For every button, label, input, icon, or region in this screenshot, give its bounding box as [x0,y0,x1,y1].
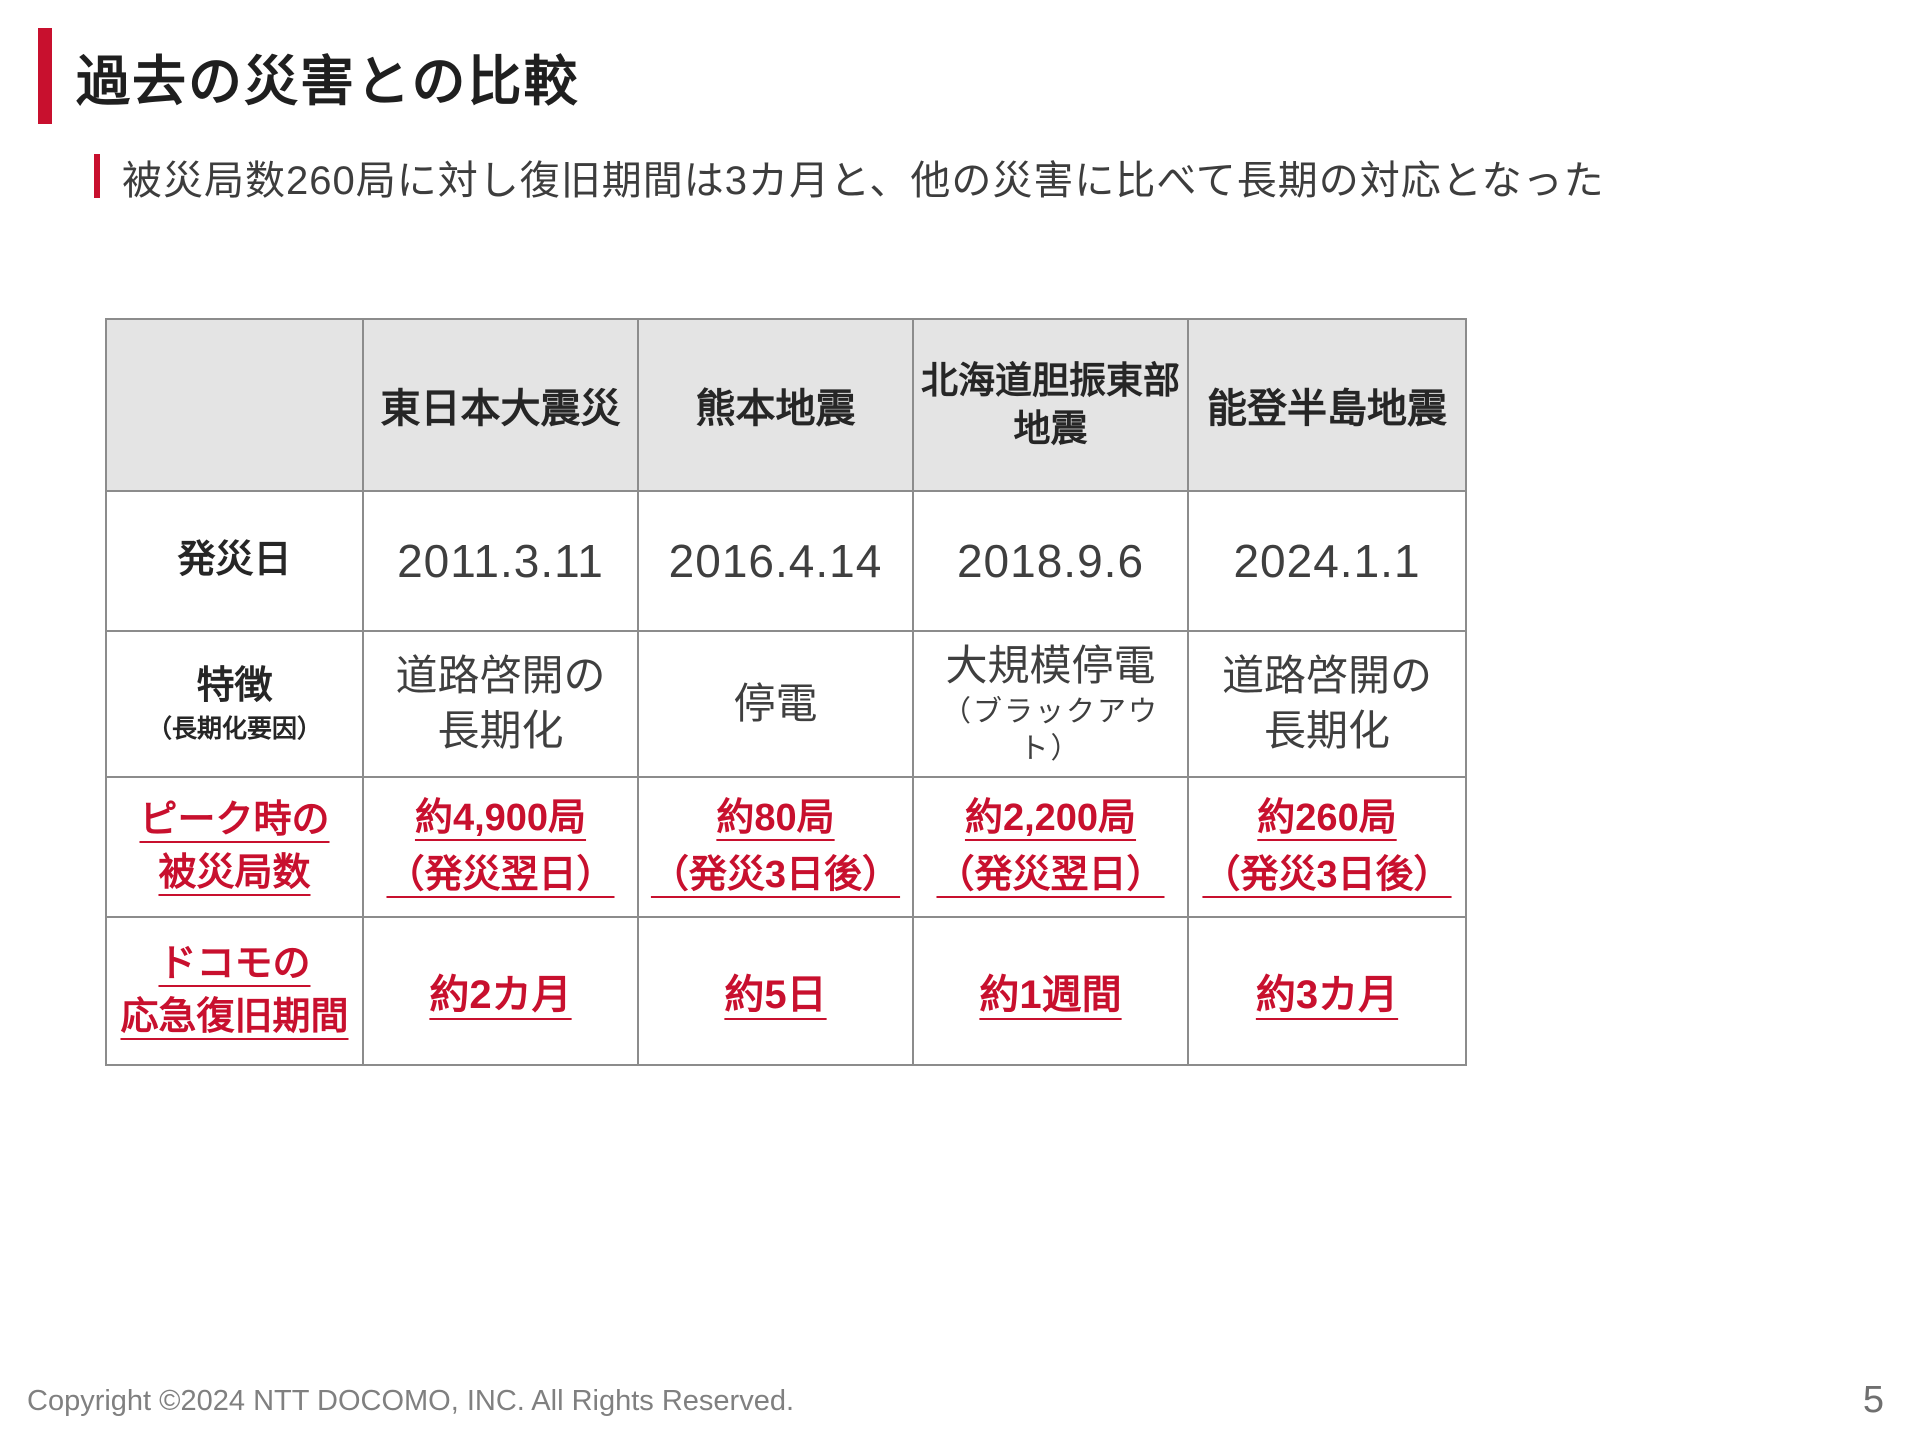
cell-feature-kumamoto: 停電 [637,630,914,778]
feature-value: 道路啓開の 長期化 [1195,649,1459,758]
peak-value-line2: （発災3日後） [1202,854,1452,896]
peak-label: ピーク時の 被災局数 [113,794,356,900]
recovery-label: ドコモの 応急復旧期間 [113,938,356,1044]
cell-feature-hokkaido-iburi: 大規模停電 （ブラックアウト） [912,630,1189,778]
cell-recovery-hokkaido-iburi: 約1週間 [912,916,1189,1066]
header-cell-kumamoto: 熊本地震 [637,318,914,492]
cell-peak-noto: 約260局 （発災3日後） [1187,776,1467,918]
peak-value-line2: （発災3日後） [650,854,901,896]
row-label-peak-stations: ピーク時の 被災局数 [105,776,364,918]
page-number: 5 [1862,1379,1884,1421]
feature-line1: 大規模停電 [945,642,1156,690]
peak-value: 約2,200局 （発災翌日） [920,790,1181,904]
cell-peak-hokkaido-iburi: 約2,200局 （発災翌日） [912,776,1189,918]
peak-value: 約260局 （発災3日後） [1195,790,1459,904]
row-label-date-text: 発災日 [177,539,292,582]
footer-copyright: Copyright ©2024 NTT DOCOMO, INC. All Rig… [27,1385,795,1417]
subtitle-text: 被災局数260局に対し復旧期間は3カ月と、他の災害に比べて長期の対応となった [122,159,1605,203]
peak-label-line1: ピーク時の [139,798,330,841]
recovery-value: 約3カ月 [1255,973,1399,1017]
recovery-label-line2: 応急復旧期間 [120,996,349,1038]
recovery-value: 約5日 [724,973,827,1017]
table-row-recovery-period: ドコモの 応急復旧期間 約2カ月 約5日 約1週間 約3カ月 [105,916,1467,1066]
row-label-date: 発災日 [105,490,364,632]
title-accent-bar [38,28,52,124]
cell-feature-noto: 道路啓開の 長期化 [1187,630,1467,778]
date-value: 2024.1.1 [1233,535,1421,587]
peak-value-line1: 約2,200局 [964,797,1137,839]
header-hokkaido-line2: 地震 [1013,408,1088,449]
row-label-feature: 特徴 （長期化要因） [105,630,364,778]
peak-value-line2: （発災翌日） [936,854,1165,896]
cell-date-great-east-japan: 2011.3.11 [362,490,639,632]
feature-line1: 道路啓開の [1221,652,1432,700]
title-block: 過去の災害との比較 [38,28,579,124]
comparison-table: 東日本大震災 熊本地震 北海道胆振東部 地震 能登半島地震 発災日 2011.3… [105,318,1467,1066]
table-header-row: 東日本大震災 熊本地震 北海道胆振東部 地震 能登半島地震 [105,318,1467,492]
peak-value-line1: 約260局 [1257,797,1397,839]
peak-value-line1: 約4,900局 [414,797,587,839]
table-row-feature: 特徴 （長期化要因） 道路啓開の 長期化 停電 大規模停電 （ブ [105,630,1467,778]
cell-date-kumamoto: 2016.4.14 [637,490,914,632]
recovery-label-line1: ドコモの [158,942,311,985]
cell-recovery-noto: 約3カ月 [1187,916,1467,1066]
row-label-recovery-period: ドコモの 応急復旧期間 [105,916,364,1066]
header-hokkaido-line1: 北海道胆振東部 [921,359,1180,401]
subtitle-tick-bar [94,154,100,198]
cell-date-noto: 2024.1.1 [1187,490,1467,632]
peak-value: 約4,900局 （発災翌日） [370,790,631,904]
peak-value-line2: （発災翌日） [386,854,615,896]
peak-value-line1: 約80局 [716,797,835,839]
header-cell-hokkaido-iburi: 北海道胆振東部 地震 [912,318,1189,492]
cell-peak-kumamoto: 約80局 （発災3日後） [637,776,914,918]
feature-line1: 道路啓開の [395,652,606,700]
recovery-value: 約1週間 [979,973,1122,1017]
row-label-feature-text: 特徴 （長期化要因） [113,665,356,746]
feature-line2: 長期化 [1263,707,1390,754]
header-cell-noto: 能登半島地震 [1187,318,1467,492]
table-row-date: 発災日 2011.3.11 2016.4.14 2018.9.6 2024.1.… [105,490,1467,632]
feature-line2: （ブラックアウト） [941,695,1159,766]
header-cell-empty [105,318,364,492]
table-row-peak-stations: ピーク時の 被災局数 約4,900局 （発災翌日） 約80局 （発災3日後） [105,776,1467,918]
recovery-value: 約2カ月 [429,973,572,1017]
peak-value: 約80局 （発災3日後） [645,790,906,904]
feature-value: 停電 [733,679,818,727]
cell-peak-great-east-japan: 約4,900局 （発災翌日） [362,776,639,918]
feature-label-main: 特徴 [196,665,273,708]
feature-label-sub: （長期化要因） [146,715,322,744]
feature-value: 大規模停電 （ブラックアウト） [920,639,1181,769]
date-value: 2018.9.6 [956,535,1145,587]
feature-value: 道路啓開の 長期化 [370,649,631,758]
peak-label-line2: 被災局数 [158,852,311,894]
cell-recovery-great-east-japan: 約2カ月 [362,916,639,1066]
date-value: 2011.3.11 [397,535,604,587]
cell-recovery-kumamoto: 約5日 [637,916,914,1066]
feature-line2: 長期化 [437,707,564,754]
date-value: 2016.4.14 [668,535,883,587]
cell-date-hokkaido-iburi: 2018.9.6 [912,490,1189,632]
header-cell-great-east-japan: 東日本大震災 [362,318,639,492]
page-title: 過去の災害との比較 [76,51,580,112]
subtitle-block: 被災局数260局に対し復旧期間は3カ月と、他の災害に比べて長期の対応となった [94,148,1605,206]
cell-feature-great-east-japan: 道路啓開の 長期化 [362,630,639,778]
